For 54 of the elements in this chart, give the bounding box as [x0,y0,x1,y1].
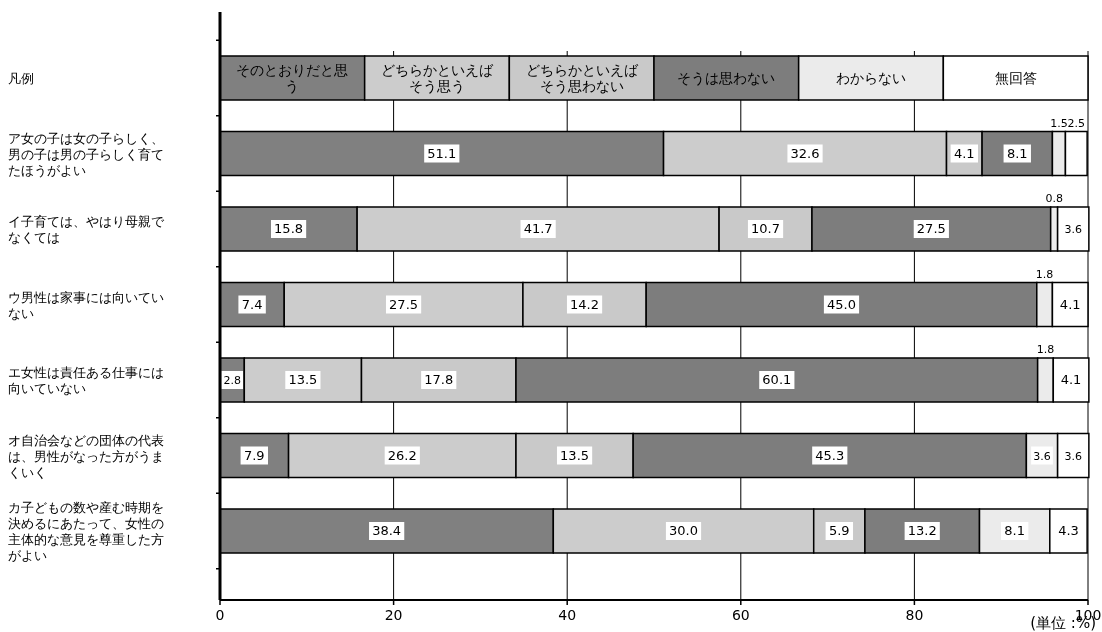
data-label: 27.5 [916,221,946,236]
text: どちらかといえばそう思わない [525,62,639,94]
x-tick-label: 80 [905,607,924,623]
data-label: 7.9 [243,447,265,463]
text: わからない [836,70,906,86]
data-label: 30.0 [669,523,698,538]
legend-title: 凡例 [8,71,34,86]
data-label: 45.0 [827,296,856,312]
data-label: 1.8 [1035,267,1054,281]
data-label: 13.5 [288,372,318,387]
text: そのとおりだと思う [236,62,349,94]
text: どちらかといえばそう思う [381,62,494,94]
x-tick-label: 20 [384,607,403,623]
x-tick-label: 60 [731,607,750,623]
data-label: 60.1 [762,372,792,387]
data-label: 15.8 [274,221,304,236]
data-label: 13.5 [560,447,590,463]
text: 無回答 [994,70,1037,86]
data-label: 14.2 [570,296,600,312]
data-label: 8.1 [1006,145,1028,161]
data-label: 4.1 [1060,372,1082,387]
data-label: 45.3 [815,447,845,463]
data-label: 4.1 [953,145,975,161]
data-label: 4.1 [1059,296,1081,312]
data-label: 3.6 [1064,449,1082,463]
y-tick-label: ウ男性は家事には向いていない [8,289,164,321]
y-tick-label: ア女の子は女の子らしく、男の子は男の子らしく育てたほうがよい [8,130,164,178]
data-label: 0.8 [1045,192,1063,205]
data-label: 3.6 [1064,223,1082,236]
data-label: 32.6 [790,145,820,161]
x-tick-label: 40 [558,607,577,623]
data-label: 38.4 [372,523,402,538]
data-label: 1.5 [1050,116,1068,130]
data-label: 8.1 [1004,523,1025,538]
x-tick-label: 0 [215,607,225,623]
y-tick-label: エ女性は責任ある仕事には向いていない [8,365,164,396]
data-label: 10.7 [751,221,781,236]
data-label: 26.2 [387,447,417,463]
data-label: 5.9 [828,523,850,538]
data-label: 27.5 [389,296,419,312]
text: そうは思わない [677,70,776,86]
data-label: 13.2 [907,523,937,538]
data-label: 51.1 [427,145,457,161]
y-tick-label: イ子育ては、やはり母親でなくては [8,214,165,245]
data-label: 4.3 [1058,523,1079,538]
y-tick-label: カ子どもの数や産む時期を決めるにあたって、女性の主体的な意見を尊重した方がよい [8,500,164,563]
data-label: 7.4 [241,296,263,312]
data-label: 17.8 [424,372,454,387]
data-label: 2.5 [1067,116,1086,130]
y-tick-label: オ自治会などの団体の代表は、男性がなった方がうまくいく [8,432,164,480]
data-label: 3.6 [1033,449,1051,463]
data-label: 2.8 [223,374,241,387]
data-label: 1.8 [1036,343,1055,356]
data-label: 41.7 [523,221,553,236]
